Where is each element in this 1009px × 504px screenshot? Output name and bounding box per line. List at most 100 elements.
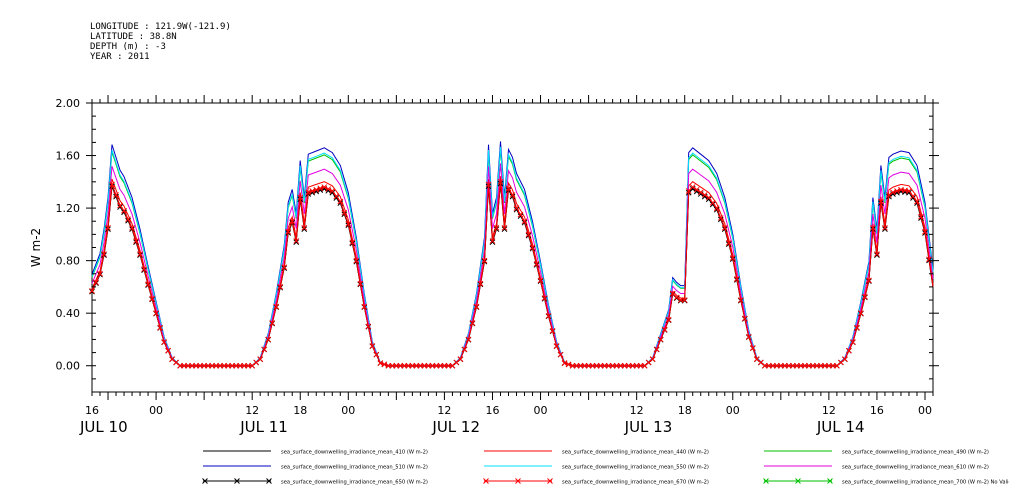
series-line-7 xyxy=(91,181,934,367)
series-marker-7 xyxy=(305,189,312,196)
series-marker-7 xyxy=(145,281,151,288)
series-marker-7 xyxy=(149,295,155,302)
legend: sea_surface_downwelling_irradiance_mean_… xyxy=(202,450,1009,486)
series-marker-7 xyxy=(565,361,572,368)
x-tick-label: 00 xyxy=(918,404,932,417)
series-marker-6 xyxy=(293,239,300,246)
series-marker-7 xyxy=(345,221,352,227)
series-marker-6 xyxy=(501,226,508,233)
y-axis-label: W m-2 xyxy=(29,228,43,267)
series-marker-7 xyxy=(105,224,111,231)
series-marker-7 xyxy=(349,239,356,246)
y-tick-label: 2.00 xyxy=(56,97,81,110)
series-marker-7 xyxy=(878,198,884,205)
y-tick-label: 1.20 xyxy=(56,202,81,215)
series-marker-7 xyxy=(717,215,724,221)
series-marker-7 xyxy=(866,277,872,284)
series-marker-7 xyxy=(481,257,488,264)
series-marker-7 xyxy=(850,339,856,345)
legend-marker-6 xyxy=(266,478,272,484)
series-marker-6 xyxy=(874,252,880,259)
series-marker-7 xyxy=(337,198,344,205)
series-marker-7 xyxy=(733,276,740,282)
x-tick-label: 16 xyxy=(85,404,99,417)
series-marker-7 xyxy=(329,188,336,194)
legend-label-5: sea_surface_downwelling_irradiance_mean_… xyxy=(842,465,989,471)
series-line-0 xyxy=(91,181,934,367)
series-marker-7 xyxy=(129,224,135,231)
series-marker-7 xyxy=(309,188,316,194)
series-marker-7 xyxy=(485,181,492,188)
x-tick-label: 12 xyxy=(245,404,259,417)
series-marker-7 xyxy=(741,315,748,322)
metadata-block: LONGITUDE : 121.9W(-121.9) LATITUDE : 38… xyxy=(90,22,231,62)
series-marker-7 xyxy=(906,188,912,194)
series-line-5 xyxy=(91,163,934,367)
series-marker-7 xyxy=(922,228,928,235)
series-marker-7 xyxy=(725,240,732,246)
legend-marker-8 xyxy=(827,478,833,484)
series-marker-7 xyxy=(517,211,524,218)
series-marker-7 xyxy=(365,323,372,330)
series-marker-7 xyxy=(341,209,348,216)
legend-label-8: sea_surface_downwelling_irradiance_mean_… xyxy=(842,480,1009,486)
x-tick-label: 00 xyxy=(534,404,548,417)
series-marker-7 xyxy=(557,351,564,358)
y-tick-label: 0.40 xyxy=(56,307,81,320)
legend-label-6: sea_surface_downwelling_irradiance_mean_… xyxy=(281,480,428,486)
x-tick-label: 00 xyxy=(341,404,355,417)
legend-marker-7 xyxy=(547,478,553,484)
legend-label-0: sea_surface_downwelling_irradiance_mean_… xyxy=(281,450,428,456)
series-marker-7 xyxy=(321,184,328,190)
series-marker-7 xyxy=(689,184,696,190)
day-label: JUL 10 xyxy=(79,418,128,436)
series-marker-7 xyxy=(285,228,292,235)
legend-marker-7 xyxy=(483,478,489,484)
x-tick-label: 18 xyxy=(293,404,307,417)
series-marker-7 xyxy=(886,192,892,198)
legend-label-2: sea_surface_downwelling_irradiance_mean_… xyxy=(842,450,989,456)
series-marker-6 xyxy=(89,288,95,295)
series-marker-7 xyxy=(289,218,296,225)
series-line-1 xyxy=(91,176,934,367)
plot-border xyxy=(91,102,934,393)
series-marker-7 xyxy=(357,280,364,287)
series-marker-7 xyxy=(509,192,516,198)
series-marker-7 xyxy=(745,333,752,340)
series-marker-7 xyxy=(497,178,504,185)
series-marker-7 xyxy=(113,192,119,198)
series-marker-7 xyxy=(561,360,568,366)
legend-marker-7 xyxy=(515,478,521,484)
series-marker-7 xyxy=(737,297,744,303)
meta-latitude: LATITUDE : 38.8N xyxy=(90,32,177,42)
series-marker-7 xyxy=(493,224,500,231)
series-marker-7 xyxy=(301,224,308,231)
series-marker-7 xyxy=(681,297,688,303)
series-marker-7 xyxy=(521,218,528,225)
series-marker-7 xyxy=(661,326,668,333)
series-marker-7 xyxy=(890,189,896,196)
x-tick-label: 00 xyxy=(726,404,740,417)
series-marker-7 xyxy=(649,356,656,363)
series-marker-7 xyxy=(477,280,484,287)
series-marker-7 xyxy=(842,356,848,363)
series-marker-7 xyxy=(653,346,660,353)
series-marker-7 xyxy=(729,255,736,261)
x-tick-label: 00 xyxy=(149,404,163,417)
series-marker-7 xyxy=(910,193,916,200)
meta-year: YEAR : 2011 xyxy=(90,52,150,62)
series-marker-7 xyxy=(858,310,864,317)
series-marker-7 xyxy=(353,257,360,264)
series-marker-7 xyxy=(846,347,852,354)
series-marker-7 xyxy=(377,360,384,366)
series-line-3 xyxy=(91,141,934,367)
series-marker-7 xyxy=(325,186,332,192)
series-marker-7 xyxy=(705,194,712,201)
series-marker-7 xyxy=(501,224,508,231)
series-marker-7 xyxy=(141,266,147,273)
legend-marker-6 xyxy=(234,478,240,484)
series-marker-7 xyxy=(834,362,840,369)
series-marker-7 xyxy=(265,336,272,343)
series-marker-7 xyxy=(870,224,876,231)
